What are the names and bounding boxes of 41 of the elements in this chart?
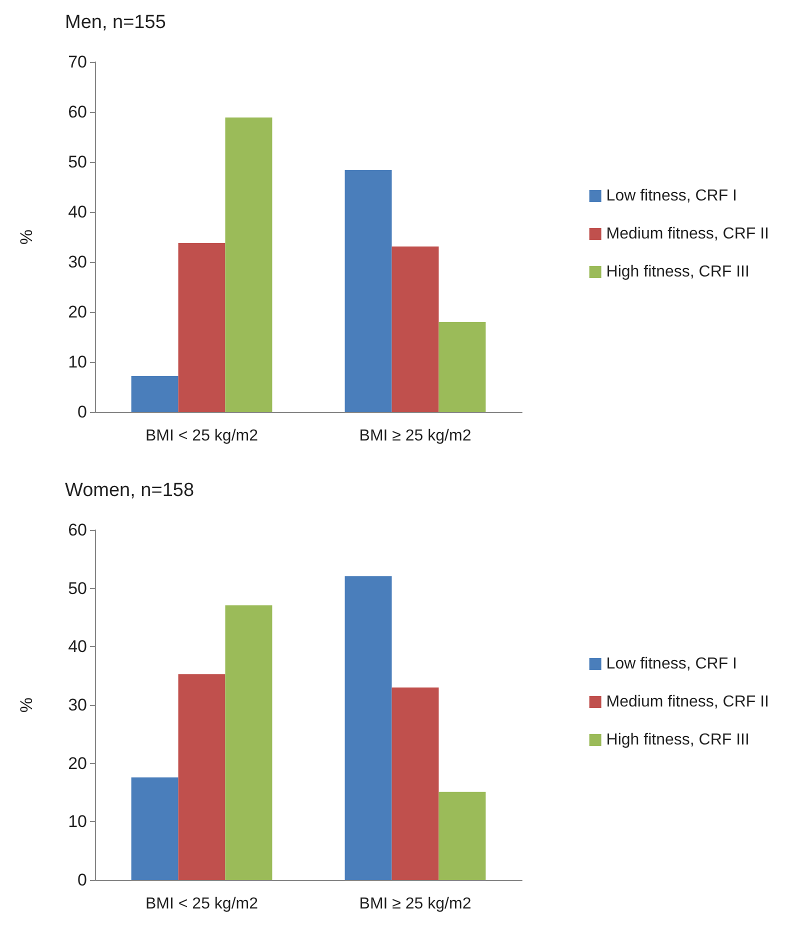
y-tick-label: 0: [78, 402, 87, 422]
x-tick-label: BMI ≥ 25 kg/m2: [359, 428, 472, 444]
y-tick-label: 10: [68, 812, 87, 832]
legend-label: Medium fitness, CRF II: [606, 694, 769, 710]
chart-title: Men, n=155: [65, 12, 166, 33]
bar: [438, 322, 486, 412]
chart-title: Women, n=158: [65, 480, 194, 501]
y-tick-label: 40: [68, 202, 87, 222]
y-tick-label: 50: [68, 578, 87, 598]
y-axis-title: %: [17, 229, 36, 245]
y-tick-label: 70: [68, 52, 87, 72]
y-tick-label: 20: [68, 754, 87, 773]
bar: [225, 118, 272, 412]
y-tick-label: 50: [68, 152, 87, 172]
bar: [131, 777, 178, 880]
y-axis-title: %: [17, 697, 36, 713]
y-tick-label: 60: [68, 102, 87, 122]
legend-label: Low fitness, CRF I: [606, 656, 737, 672]
y-tick-label: 0: [78, 870, 87, 890]
y-tick-label: 30: [68, 252, 87, 272]
bar: [131, 376, 178, 412]
bar: [178, 243, 226, 412]
bar: [344, 576, 392, 880]
x-tick-label: BMI < 25 kg/m2: [146, 428, 258, 444]
legend-label: Low fitness, CRF I: [606, 188, 737, 204]
legend-label: High fitness, CRF III: [606, 732, 750, 748]
bar: [392, 246, 439, 412]
legend-label: Medium fitness, CRF II: [606, 226, 769, 242]
y-tick-label: 40: [68, 637, 87, 656]
legend-label: High fitness, CRF III: [606, 264, 750, 280]
bar: [438, 792, 486, 880]
bar: [392, 688, 439, 880]
bar: [225, 605, 272, 880]
x-tick-label: BMI < 25 kg/m2: [146, 896, 258, 912]
bar: [178, 674, 226, 880]
bar: [344, 170, 392, 412]
y-tick-label: 30: [68, 696, 87, 714]
y-tick-label: 10: [68, 352, 87, 372]
y-tick-label: 20: [68, 302, 87, 322]
x-tick-label: BMI ≥ 25 kg/m2: [359, 896, 472, 912]
y-tick-label: 60: [68, 520, 87, 540]
